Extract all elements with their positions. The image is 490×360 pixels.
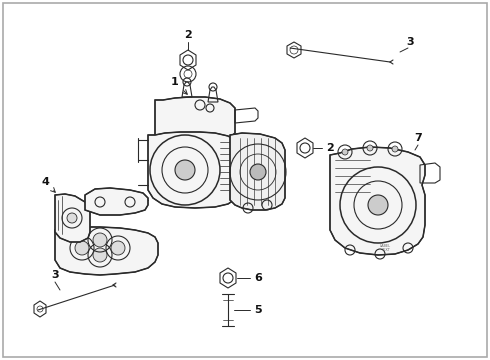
Polygon shape — [155, 97, 235, 146]
Text: 5: 5 — [254, 305, 262, 315]
Text: 4: 4 — [41, 177, 55, 192]
Circle shape — [67, 213, 77, 223]
Circle shape — [368, 195, 388, 215]
Circle shape — [250, 164, 266, 180]
Polygon shape — [85, 188, 148, 215]
Polygon shape — [330, 147, 425, 255]
Polygon shape — [55, 194, 90, 242]
Circle shape — [175, 160, 195, 180]
Text: 7: 7 — [414, 133, 422, 143]
Text: 6: 6 — [254, 273, 262, 283]
Text: 1: 1 — [171, 77, 187, 94]
Circle shape — [93, 248, 107, 262]
Polygon shape — [230, 133, 285, 210]
Circle shape — [342, 149, 348, 155]
Circle shape — [367, 145, 373, 151]
Polygon shape — [148, 132, 242, 208]
Circle shape — [111, 241, 125, 255]
Circle shape — [392, 146, 398, 152]
Text: 2: 2 — [184, 30, 192, 40]
Text: 3: 3 — [406, 37, 414, 47]
Circle shape — [75, 241, 89, 255]
Polygon shape — [55, 227, 158, 275]
Circle shape — [93, 233, 107, 247]
Text: 2: 2 — [326, 143, 334, 153]
Text: LABEL
TEXT: LABEL TEXT — [379, 244, 391, 252]
Text: 3: 3 — [51, 270, 59, 280]
